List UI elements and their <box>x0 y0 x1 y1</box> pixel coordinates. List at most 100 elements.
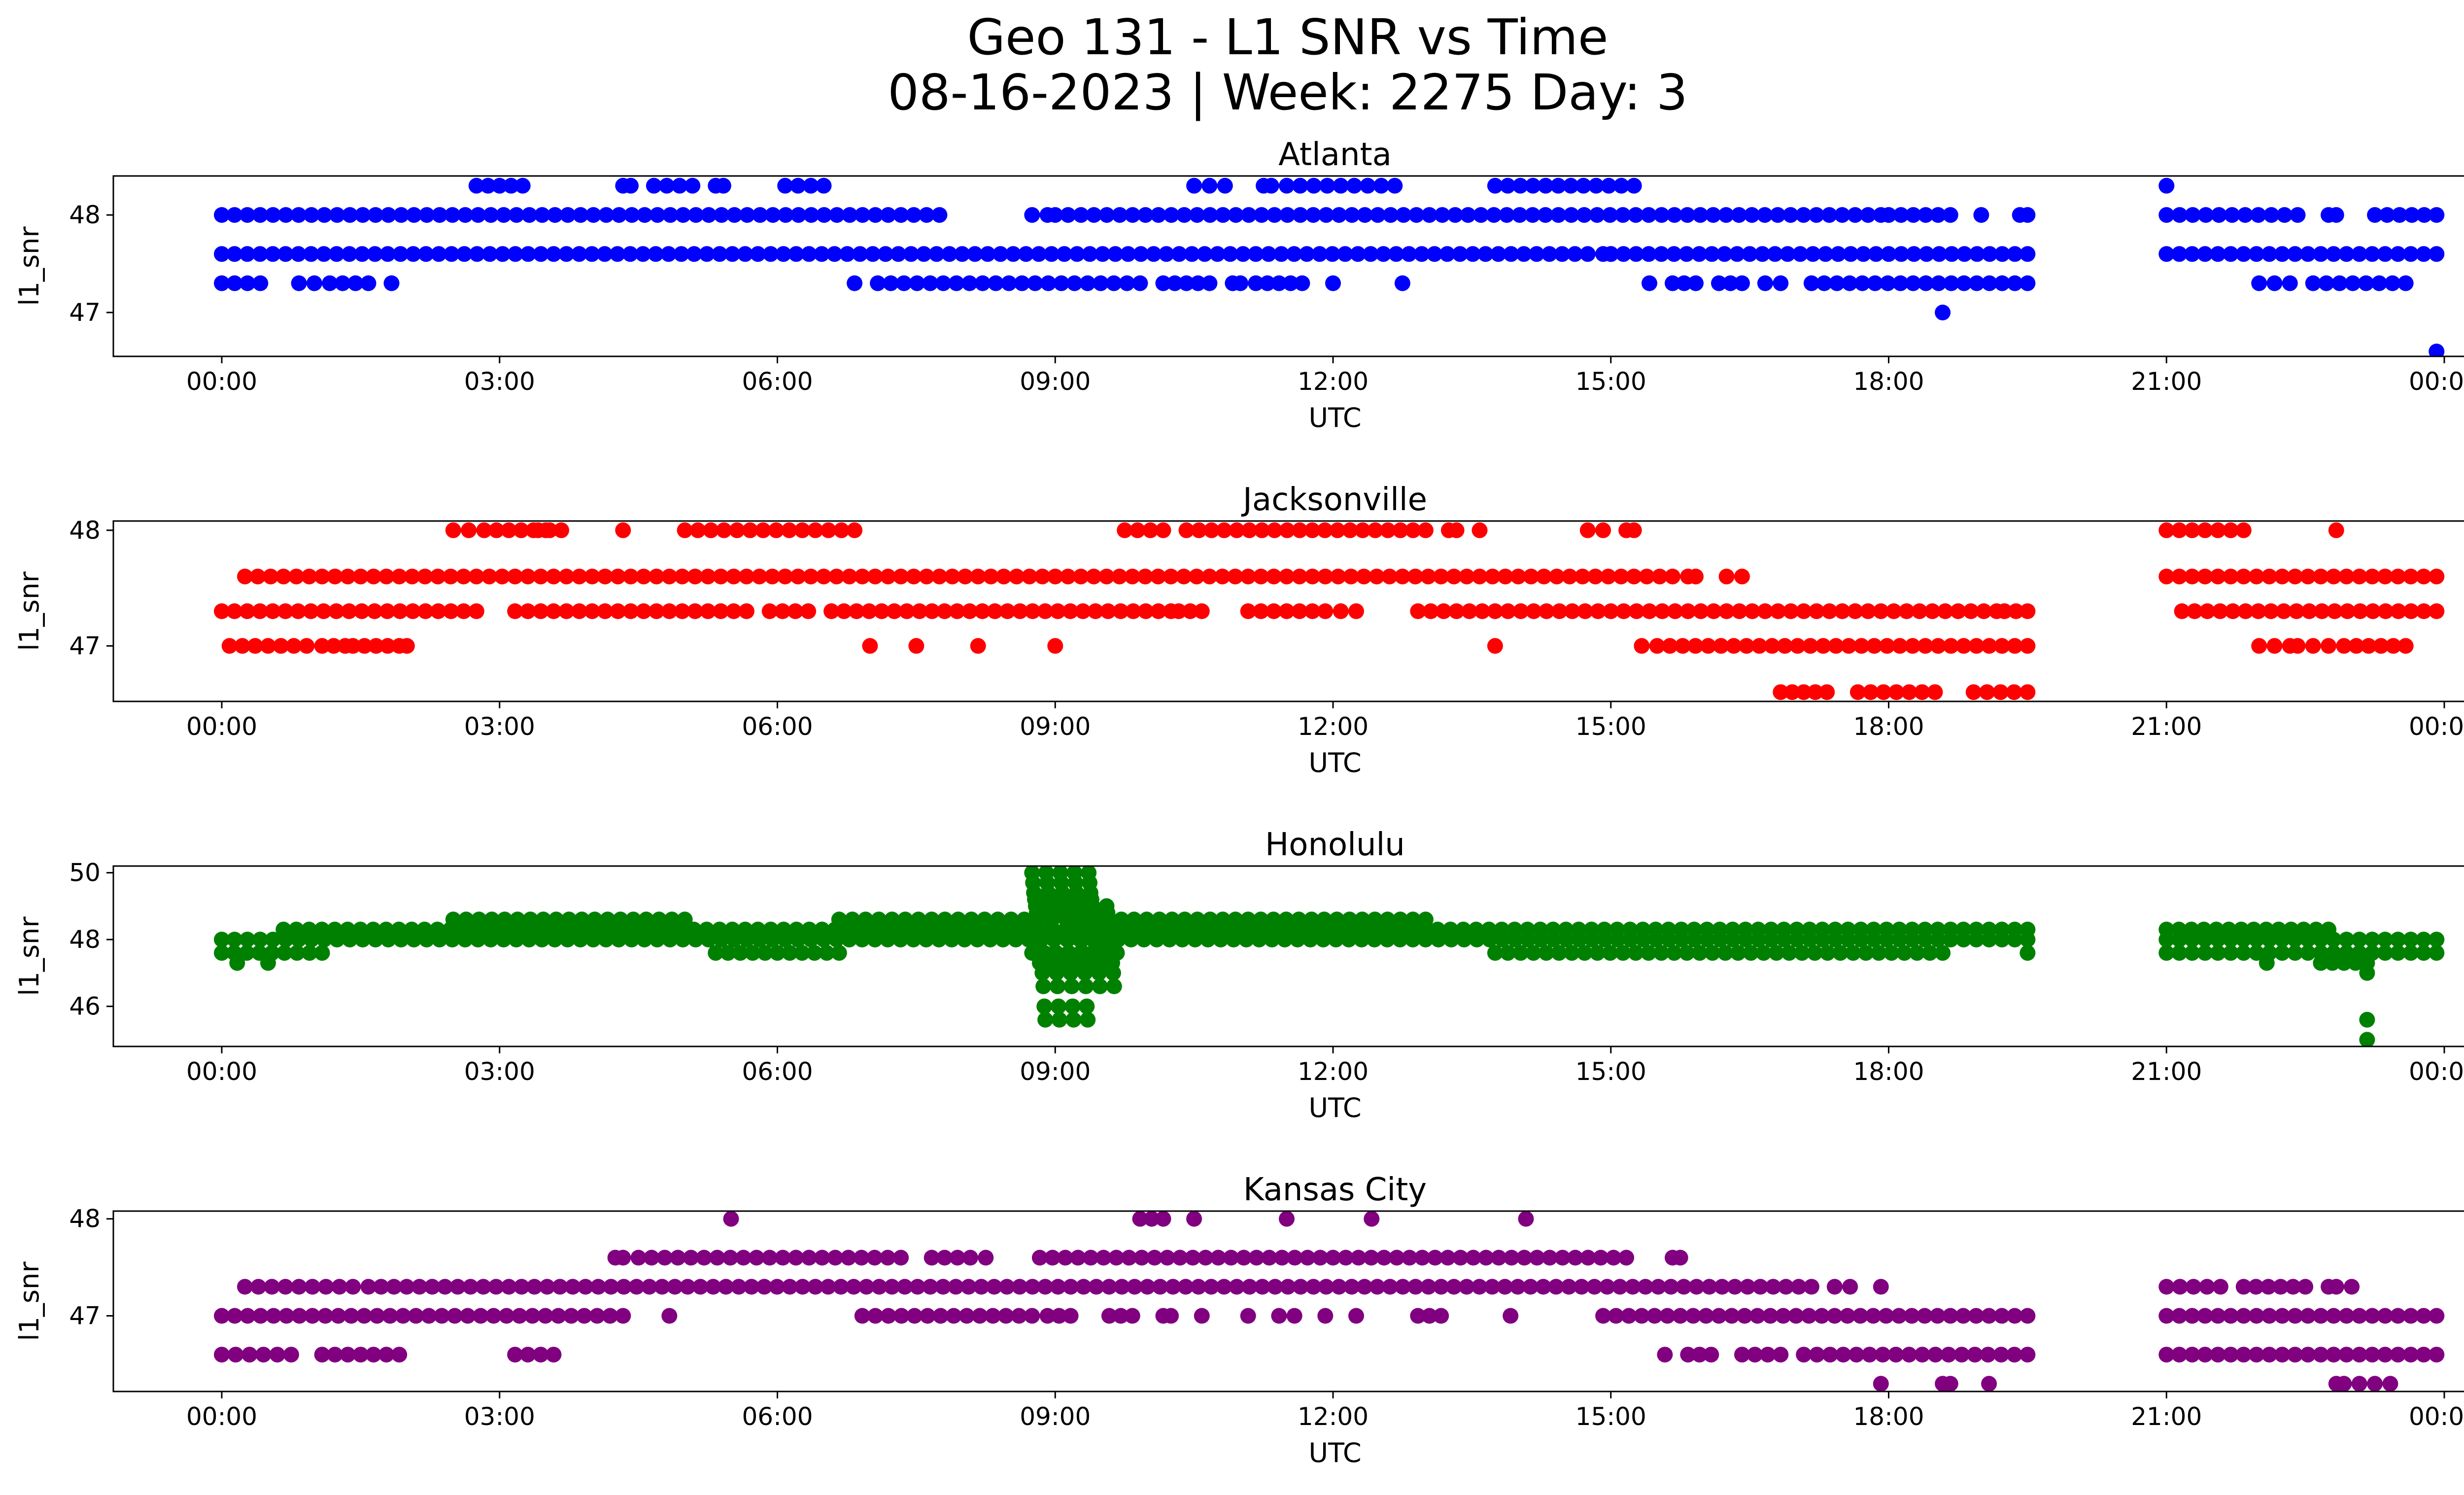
data-point <box>1843 246 1859 262</box>
data-point <box>2429 932 2445 948</box>
data-point <box>1328 932 1344 948</box>
data-point <box>1780 246 1796 262</box>
data-point <box>1112 207 1128 223</box>
data-point <box>1776 932 1792 948</box>
data-point <box>692 1279 709 1295</box>
data-point <box>1024 207 1040 223</box>
data-point <box>1414 1250 1431 1266</box>
data-point <box>2364 1308 2380 1324</box>
data-point <box>533 568 549 585</box>
data-point <box>2171 1308 2188 1324</box>
data-point <box>1142 522 1159 538</box>
data-point <box>1942 207 1958 223</box>
data-point <box>1917 638 1933 654</box>
data-point <box>2282 275 2298 291</box>
data-point <box>1271 275 1287 291</box>
data-point <box>739 207 755 223</box>
data-point <box>1081 866 1097 881</box>
data-point <box>705 1279 721 1295</box>
data-point <box>1117 522 1133 538</box>
data-point <box>1484 1279 1500 1295</box>
data-point <box>893 568 909 585</box>
data-point <box>2358 275 2374 291</box>
data-point <box>886 603 902 619</box>
data-point <box>342 932 358 948</box>
data-point <box>2019 207 2036 223</box>
data-point <box>530 522 546 538</box>
data-point <box>469 246 485 262</box>
data-point <box>1956 275 1972 291</box>
data-point <box>391 1347 408 1363</box>
data-point <box>1749 1308 1766 1324</box>
data-point <box>603 1279 619 1295</box>
data-point <box>1942 1308 1958 1324</box>
data-point <box>973 1279 990 1295</box>
data-point <box>1773 1347 1789 1363</box>
data-point <box>1754 246 1771 262</box>
data-point <box>636 568 652 585</box>
data-point <box>1564 603 1580 619</box>
data-point <box>1104 955 1120 971</box>
data-point <box>1757 603 1773 619</box>
data-point <box>1088 603 1103 619</box>
data-point <box>919 568 935 585</box>
data-point <box>1944 246 1960 262</box>
data-point <box>1171 246 1187 262</box>
data-point <box>446 1308 463 1324</box>
data-point <box>661 568 678 585</box>
data-point <box>661 603 678 619</box>
data-point <box>1446 568 1462 585</box>
data-point <box>1666 207 1682 223</box>
data-point <box>1319 177 1335 194</box>
data-point <box>366 568 381 585</box>
data-point <box>2416 207 2432 223</box>
data-point <box>537 1308 553 1324</box>
data-point <box>1227 568 1243 585</box>
data-point <box>1562 568 1578 585</box>
data-point <box>1791 1279 1807 1295</box>
data-point <box>1969 275 1985 291</box>
data-point <box>1069 891 1086 907</box>
scatter-points <box>214 866 2445 1046</box>
data-point <box>2235 945 2252 961</box>
data-point <box>1742 246 1758 262</box>
data-point <box>1718 603 1735 619</box>
data-point <box>1150 207 1166 223</box>
data-point <box>1414 246 1430 262</box>
data-point <box>1861 1347 1878 1363</box>
data-point <box>2210 932 2226 948</box>
data-point <box>1678 246 1695 262</box>
data-point <box>2274 1347 2291 1363</box>
scatter-points <box>214 522 2445 700</box>
data-point <box>521 932 537 948</box>
data-point <box>571 246 587 262</box>
data-point <box>1731 603 1747 619</box>
data-point <box>1024 1308 1040 1324</box>
data-point <box>1434 207 1450 223</box>
data-point <box>1494 932 1510 948</box>
data-point <box>1549 568 1565 585</box>
data-point <box>379 638 396 654</box>
data-point <box>980 246 996 262</box>
data-point <box>1178 1279 1194 1295</box>
data-point <box>573 207 589 223</box>
data-point <box>1603 603 1619 619</box>
data-point <box>648 246 664 262</box>
data-point <box>957 568 973 585</box>
data-point <box>1807 684 1823 700</box>
data-point <box>700 603 716 619</box>
data-point <box>1129 522 1146 538</box>
data-point <box>739 932 755 948</box>
data-point <box>1705 207 1721 223</box>
data-point <box>221 638 238 654</box>
data-point <box>572 932 588 948</box>
data-point <box>399 1279 415 1295</box>
data-point <box>240 275 256 291</box>
data-point <box>431 932 447 948</box>
data-point <box>1098 568 1115 585</box>
data-point <box>2210 568 2226 585</box>
data-point <box>2390 246 2406 262</box>
data-point <box>761 1250 778 1266</box>
data-point <box>2377 945 2393 961</box>
